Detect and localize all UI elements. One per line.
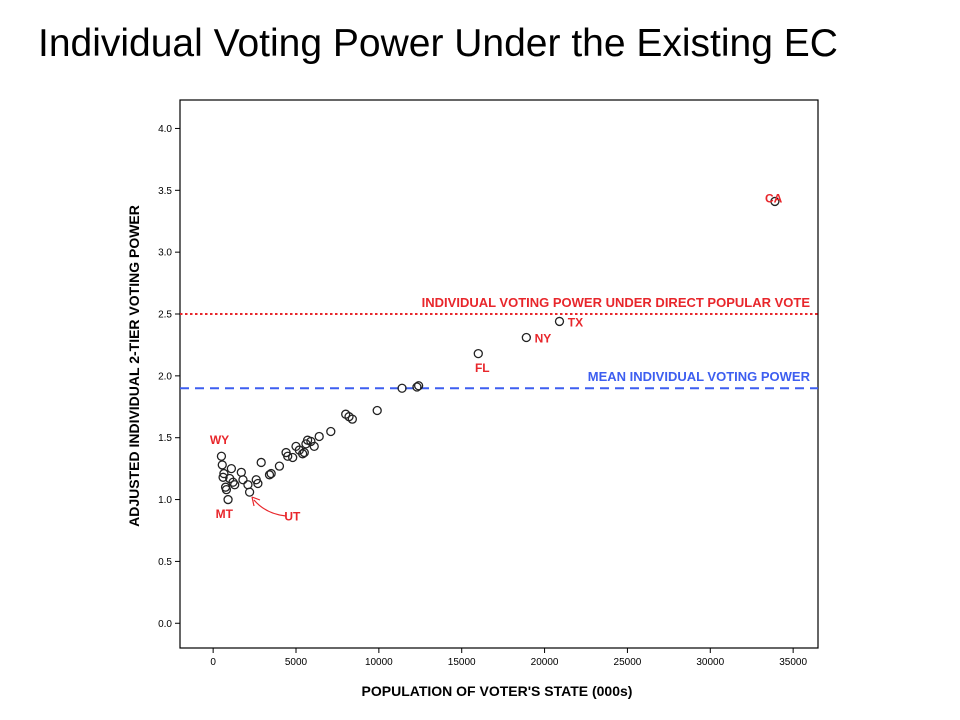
y-tick-label: 0.0 bbox=[158, 619, 172, 630]
data-point bbox=[314, 431, 324, 442]
data-point bbox=[473, 348, 483, 359]
x-axis: 0 5000 10000 15000 20000 25000 30000 35000 bbox=[210, 648, 807, 668]
x-tick-label: 20000 bbox=[531, 657, 559, 668]
data-point bbox=[326, 426, 336, 437]
y-tick-label: 3.0 bbox=[158, 248, 172, 259]
reference-lines: INDIVIDUAL VOTING POWER UNDER DIRECT POP… bbox=[180, 295, 818, 390]
data-point bbox=[299, 447, 309, 458]
x-tick-label: 30000 bbox=[696, 657, 724, 668]
x-tick-label: 0 bbox=[210, 657, 216, 668]
data-point bbox=[412, 382, 422, 392]
data-point bbox=[291, 441, 301, 452]
point-label: NY bbox=[535, 331, 552, 345]
data-point bbox=[397, 383, 407, 393]
y-axis: 0.0 0.5 1.0 1.5 2.0 2.5 3.0 3.5 4.0 bbox=[158, 124, 180, 630]
point-label: MT bbox=[216, 507, 234, 521]
ut-arrow bbox=[251, 496, 287, 517]
ut-arrow-head bbox=[251, 496, 261, 507]
slide-title: Individual Voting Power Under the Existi… bbox=[38, 22, 838, 65]
y-tick-label: 3.5 bbox=[158, 186, 172, 197]
reference-line-label: INDIVIDUAL VOTING POWER UNDER DIRECT POP… bbox=[422, 295, 811, 310]
data-point bbox=[216, 451, 227, 461]
y-tick-label: 0.5 bbox=[158, 557, 172, 568]
point-label: WY bbox=[210, 433, 229, 447]
data-point bbox=[372, 405, 382, 416]
data-point bbox=[219, 468, 229, 479]
y-tick-label: 2.0 bbox=[158, 371, 172, 382]
data-point bbox=[264, 470, 275, 480]
data-point bbox=[288, 452, 298, 463]
y-axis-title: ADJUSTED INDIVIDUAL 2-TIER VOTING POWER bbox=[126, 205, 142, 527]
point-label: CA bbox=[765, 192, 783, 206]
data-point bbox=[281, 447, 291, 458]
data-point bbox=[256, 457, 266, 468]
x-tick-label: 5000 bbox=[285, 657, 308, 668]
data-point bbox=[230, 480, 240, 490]
data-point bbox=[236, 467, 246, 477]
data-point bbox=[225, 473, 235, 484]
x-tick-label: 15000 bbox=[448, 657, 476, 668]
data-point bbox=[274, 461, 285, 471]
data-point bbox=[301, 439, 311, 449]
y-tick-label: 1.5 bbox=[158, 433, 172, 444]
data-point bbox=[251, 475, 261, 485]
data-point bbox=[226, 463, 237, 474]
plot-area-frame bbox=[179, 99, 819, 649]
x-tick-label: 10000 bbox=[365, 657, 393, 668]
x-axis-title: POPULATION OF VOTER'S STATE (000s) bbox=[362, 683, 633, 699]
y-tick-label: 2.5 bbox=[158, 310, 172, 321]
point-label: FL bbox=[475, 361, 490, 375]
data-point bbox=[217, 460, 227, 470]
x-tick-label: 25000 bbox=[614, 657, 642, 668]
reference-line-label: MEAN INDIVIDUAL VOTING POWER bbox=[588, 369, 811, 384]
data-point bbox=[413, 381, 424, 391]
x-tick-label: 35000 bbox=[779, 657, 807, 668]
y-tick-label: 4.0 bbox=[158, 124, 172, 135]
data-point bbox=[220, 482, 231, 492]
point-labels: CA TX NY FL WY MT UT bbox=[210, 192, 783, 524]
data-points bbox=[216, 196, 780, 505]
point-label: UT bbox=[284, 510, 301, 524]
data-point bbox=[266, 468, 276, 479]
data-point bbox=[218, 472, 228, 482]
data-point bbox=[554, 316, 565, 327]
point-label: TX bbox=[568, 315, 583, 329]
data-point bbox=[243, 480, 253, 490]
data-point bbox=[341, 409, 351, 419]
y-tick-label: 1.0 bbox=[158, 495, 172, 506]
data-point bbox=[770, 196, 780, 207]
data-point bbox=[223, 494, 233, 505]
ut-arrow-line bbox=[253, 499, 287, 517]
data-point bbox=[521, 332, 531, 343]
